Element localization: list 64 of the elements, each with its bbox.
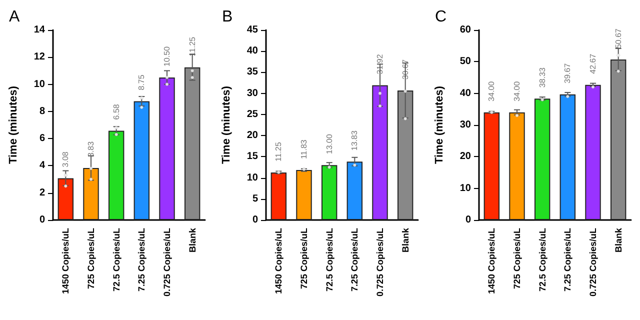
x-tick-label: 7.25 Copies/uL: [350, 228, 360, 292]
y-tick-label: 5: [252, 193, 258, 204]
y-tick-label: 60: [460, 24, 472, 36]
data-label: 10.50: [162, 46, 172, 66]
x-tick-label: 725 Copies/uL: [86, 228, 96, 290]
chart-title: C: [435, 8, 447, 26]
x-tick-label: 7.25 Copies/uL: [136, 228, 147, 292]
x-tick-label: 725 Copies/uL: [512, 228, 522, 290]
y-tick-label: 0: [252, 214, 258, 226]
y-tick-label: 2: [39, 187, 46, 198]
data-label: 34.00: [487, 80, 496, 102]
x-tick-label: Blank: [400, 227, 410, 253]
y-tick-label: 12: [34, 52, 46, 63]
y-tick-label: 30: [460, 120, 472, 130]
x-tick-label: 72.5 Copies/uL: [324, 228, 334, 292]
data-label: 3.83: [86, 140, 96, 158]
x-tick-label: 72.5 Copies/uL: [111, 228, 122, 292]
y-axis-title: Time (minutes): [8, 86, 20, 164]
y-tick-label: 20: [246, 130, 258, 142]
y-tick-label: 30: [246, 88, 258, 99]
data-label: 11.25: [274, 142, 284, 162]
y-tick-label: 8: [39, 106, 46, 117]
x-tick-label: 1450 Copies/uL: [486, 228, 497, 294]
x-tick-label: Blank: [613, 227, 624, 253]
y-tick-label: 35: [246, 66, 258, 78]
y-tick-label: 50: [460, 56, 472, 68]
y-tick-label: 40: [460, 88, 472, 99]
data-label: 39.67: [563, 62, 572, 84]
x-tick-label: 0.725 Copies/uL: [162, 228, 172, 297]
y-axis-title: Time (minutes): [434, 86, 446, 164]
x-tick-label: 72.5 Copies/uL: [537, 228, 548, 292]
chart-title: B: [222, 8, 233, 26]
y-tick-label: 20: [460, 151, 472, 162]
y-tick-label: 15: [246, 151, 258, 162]
y-tick-label: 0: [39, 214, 46, 226]
data-label: 11.83: [300, 139, 308, 160]
x-tick-label: 7.25 Copies/uL: [562, 228, 573, 292]
y-tick-label: 6: [39, 133, 46, 144]
data-label: 50.67: [614, 28, 623, 49]
data-label: 38.33: [538, 67, 547, 88]
y-tick-label: 45: [246, 24, 258, 36]
x-tick-label: 0.725 Copies/uL: [375, 228, 385, 297]
y-tick-label: 10: [460, 182, 472, 194]
data-label: 42.67: [588, 53, 598, 74]
y-tick-label: 10: [34, 78, 46, 90]
x-tick-label: 0.725 Copies/uL: [588, 228, 598, 297]
y-tick-label: 4: [39, 160, 46, 172]
x-tick-label: 1450 Copies/uL: [274, 228, 284, 294]
y-axis-title: Time (minutes): [220, 86, 232, 164]
chart-title: A: [9, 8, 20, 26]
data-label: 13.00: [324, 134, 334, 154]
data-label: 8.75: [137, 74, 146, 90]
x-tick-label: Blank: [187, 227, 198, 253]
data-label: 3.08: [61, 151, 70, 168]
y-tick-label: 40: [246, 46, 258, 57]
x-tick-label: 1450 Copies/uL: [60, 228, 71, 294]
data-label: 6.58: [112, 104, 121, 120]
data-label: 34.00: [512, 80, 522, 102]
y-tick-label: 0: [465, 214, 472, 226]
y-tick-label: 14: [34, 24, 46, 36]
x-tick-label: 725 Copies/uL: [299, 228, 309, 290]
data-label: 13.83: [350, 130, 360, 151]
y-tick-label: 25: [246, 108, 258, 120]
y-tick-label: 10: [246, 172, 258, 184]
